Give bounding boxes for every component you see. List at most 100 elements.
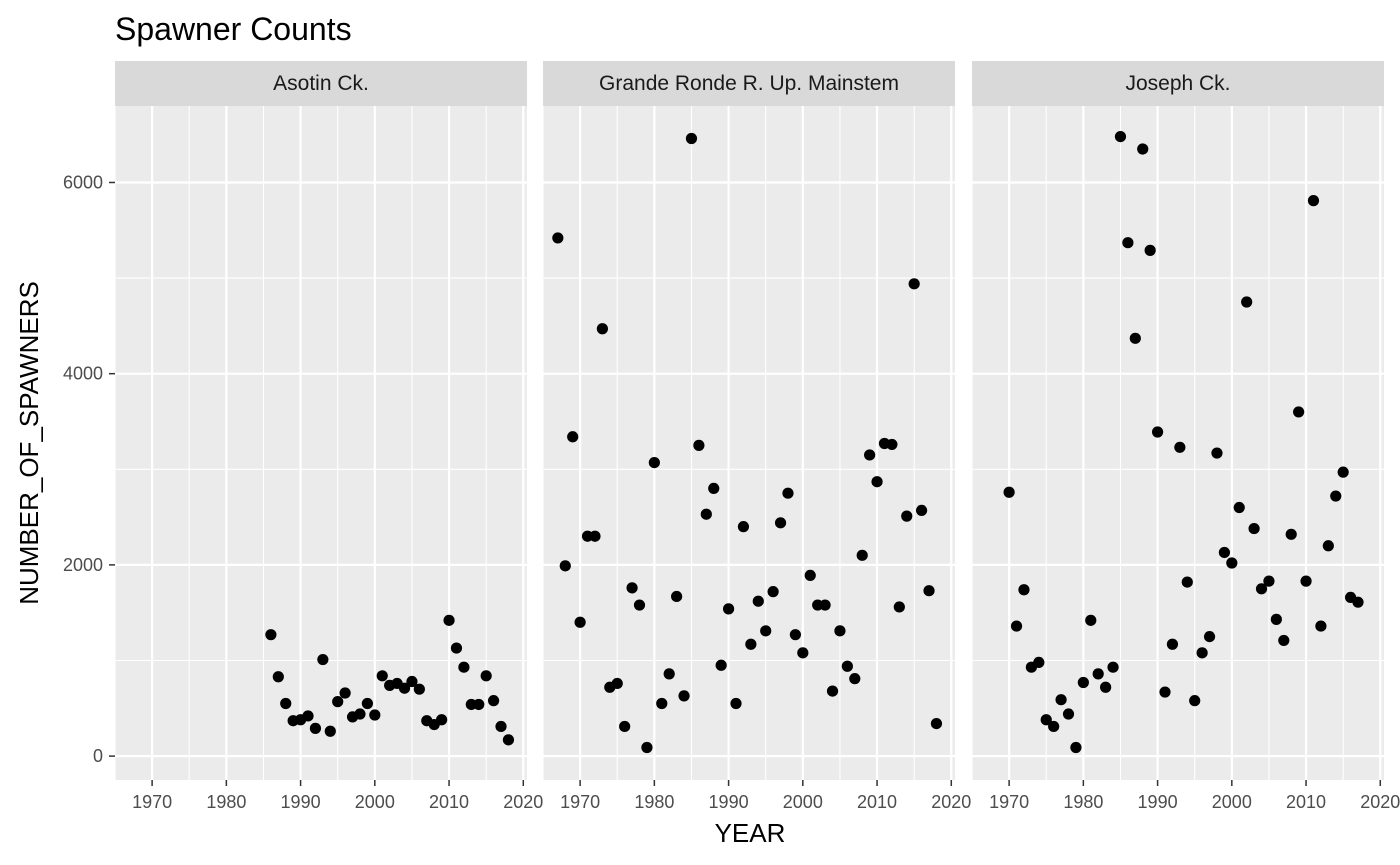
- data-point: [656, 697, 668, 710]
- data-point: [871, 476, 883, 488]
- data-point: [354, 708, 366, 720]
- data-point: [458, 661, 470, 673]
- data-point: [849, 673, 861, 685]
- data-point: [1018, 584, 1030, 596]
- x-tick-label: 2000: [355, 792, 395, 812]
- data-point: [819, 599, 831, 611]
- data-point: [804, 569, 816, 582]
- data-point: [915, 504, 928, 516]
- data-point: [1151, 426, 1164, 438]
- data-point: [678, 690, 690, 702]
- x-tick-label: 2000: [783, 792, 823, 812]
- data-point: [1255, 583, 1268, 595]
- y-tick-label: 6000: [63, 172, 103, 192]
- data-point: [1189, 695, 1201, 707]
- data-point: [1003, 486, 1015, 498]
- x-tick-label: 1990: [1138, 792, 1178, 812]
- data-point: [722, 603, 735, 615]
- data-point: [893, 601, 905, 613]
- data-point: [1263, 575, 1275, 587]
- data-point: [834, 625, 846, 637]
- data-point: [1203, 630, 1216, 643]
- data-point: [856, 549, 868, 561]
- data-point: [782, 487, 794, 499]
- data-point: [641, 741, 653, 754]
- data-point: [737, 521, 750, 533]
- x-tick-label: 1970: [989, 792, 1029, 812]
- data-point: [1062, 708, 1075, 720]
- data-point: [685, 132, 698, 145]
- data-point: [715, 659, 727, 671]
- data-point: [1226, 557, 1238, 569]
- x-tick-label: 2020: [503, 792, 543, 812]
- data-point: [1337, 466, 1349, 478]
- data-point: [1174, 441, 1186, 453]
- data-point: [864, 449, 876, 461]
- data-point: [436, 714, 448, 726]
- data-point: [361, 697, 373, 710]
- x-tick-label: 1990: [281, 792, 321, 812]
- data-point: [745, 638, 757, 650]
- data-point: [797, 647, 809, 659]
- facet-strip-label: Joseph Ck.: [1125, 72, 1230, 95]
- data-point: [1122, 237, 1134, 249]
- data-point: [752, 595, 764, 607]
- data-point: [1010, 620, 1023, 632]
- data-point: [487, 695, 500, 707]
- x-tick-label: 2010: [857, 792, 897, 812]
- data-point: [841, 660, 853, 672]
- data-point: [1033, 656, 1045, 669]
- data-point: [1241, 296, 1253, 308]
- data-point: [1233, 501, 1245, 514]
- data-point: [1307, 195, 1320, 207]
- data-point: [930, 717, 943, 730]
- data-point: [332, 696, 344, 708]
- data-point: [1315, 620, 1327, 632]
- data-point: [1166, 638, 1179, 650]
- data-point: [317, 653, 329, 666]
- data-point: [376, 670, 388, 682]
- data-point: [589, 530, 601, 542]
- data-point: [272, 671, 284, 683]
- facet-strip-label: Grande Ronde R. Up. Mainstem: [599, 72, 899, 95]
- data-point: [1077, 676, 1089, 689]
- x-tick-label: 1980: [1063, 792, 1103, 812]
- data-point: [502, 734, 515, 746]
- x-tick-label: 1990: [709, 792, 749, 812]
- y-axis-title: NUMBER_OF_SPAWNERS: [14, 281, 44, 605]
- data-point: [789, 629, 801, 641]
- data-point: [302, 710, 314, 722]
- panel-background: [115, 106, 527, 780]
- x-tick-label: 2020: [931, 792, 971, 812]
- y-tick-label: 2000: [63, 555, 103, 575]
- data-point: [774, 517, 787, 529]
- data-point: [826, 685, 839, 697]
- data-point: [567, 431, 579, 443]
- data-point: [1248, 522, 1260, 535]
- facet-panel: Grande Ronde R. Up. Mainstem 1970 1980 1990…: [542, 61, 971, 812]
- x-axis-title: YEAR: [715, 818, 786, 848]
- data-point: [611, 677, 623, 690]
- data-point: [648, 456, 660, 469]
- data-point: [406, 675, 418, 688]
- data-point: [633, 599, 646, 611]
- data-point: [473, 698, 485, 711]
- data-point: [619, 720, 631, 733]
- data-point: [1211, 447, 1223, 459]
- data-point: [1114, 130, 1127, 143]
- data-point: [671, 590, 683, 603]
- data-point: [1352, 596, 1364, 608]
- data-point: [1137, 143, 1149, 155]
- data-point: [886, 438, 898, 451]
- facet-strip: [972, 61, 1384, 106]
- facet-panels: Asotin Ck.1970 1980 1990 2000 2010 2020Grande…: [114, 61, 1400, 812]
- data-point: [1293, 406, 1305, 418]
- data-point: [923, 585, 935, 597]
- data-point: [1218, 546, 1230, 559]
- data-point: [767, 586, 779, 598]
- data-point: [1107, 661, 1119, 673]
- data-point: [559, 560, 571, 572]
- data-point: [1100, 681, 1112, 693]
- data-point: [1270, 613, 1282, 625]
- data-point: [480, 670, 492, 682]
